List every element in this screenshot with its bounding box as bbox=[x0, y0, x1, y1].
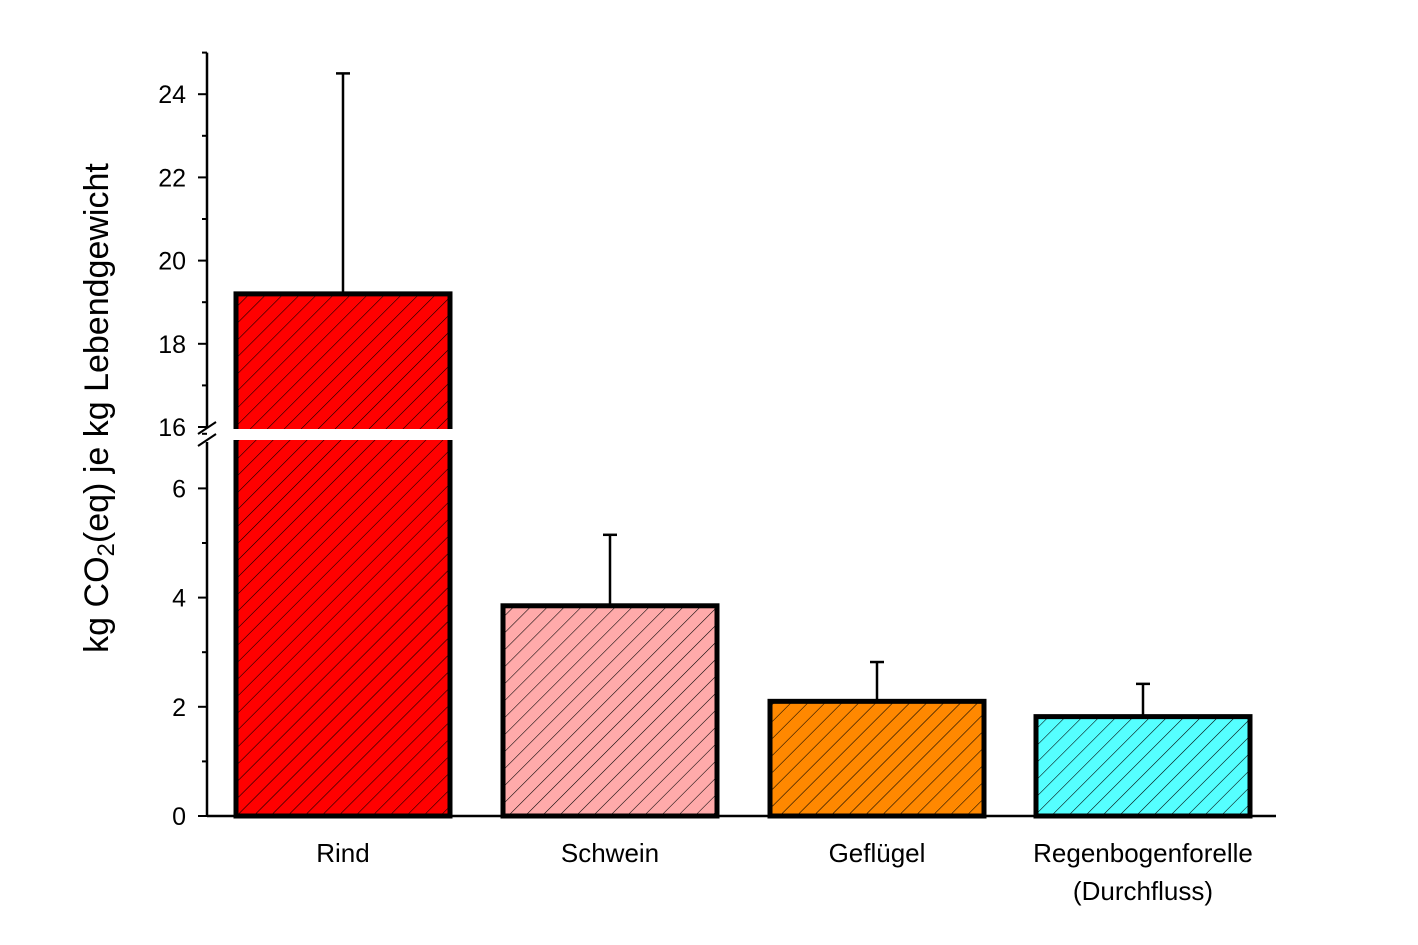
y-tick-label: 4 bbox=[172, 585, 186, 613]
bar-hatch bbox=[503, 605, 717, 816]
y-axis-label-pre: kg CO bbox=[78, 556, 116, 652]
y-tick-label: 16 bbox=[158, 414, 186, 442]
bar-hatch bbox=[1036, 716, 1250, 816]
y-tick-label: 22 bbox=[158, 164, 186, 192]
bar-group bbox=[1033, 682, 1253, 819]
bar-group bbox=[500, 533, 720, 819]
axis-break-gap bbox=[232, 429, 454, 440]
category-label: Rind bbox=[316, 838, 369, 868]
y-tick-label: 20 bbox=[158, 248, 186, 276]
category-label: Schwein bbox=[561, 838, 659, 868]
y-axis-label-post: (eq) je kg Lebendgewicht bbox=[78, 163, 116, 543]
bar-hatch bbox=[236, 293, 450, 816]
category-labels: Rind Schwein Geflügel Regenbogenforelle (Dur… bbox=[316, 838, 1253, 906]
axis-break-mark bbox=[197, 433, 217, 447]
bars-layer bbox=[232, 72, 1253, 819]
category-label: Geflügel bbox=[829, 838, 926, 868]
y-axis-label-subscript: 2 bbox=[93, 543, 120, 556]
bar-group bbox=[767, 660, 987, 819]
category-label: Regenbogenforelle (Durchfluss) bbox=[1033, 838, 1253, 906]
y-tick-label: 24 bbox=[158, 81, 186, 109]
y-tick-label: 18 bbox=[158, 331, 186, 359]
y-tick-label: 0 bbox=[172, 803, 186, 831]
bar-group bbox=[232, 72, 454, 819]
y-tick-label: 2 bbox=[172, 694, 186, 722]
y-axis-label: kg CO2(eq) je kg Lebendgewicht bbox=[78, 163, 120, 653]
bar-hatch bbox=[770, 701, 984, 816]
y-tick-label: 6 bbox=[172, 475, 186, 503]
